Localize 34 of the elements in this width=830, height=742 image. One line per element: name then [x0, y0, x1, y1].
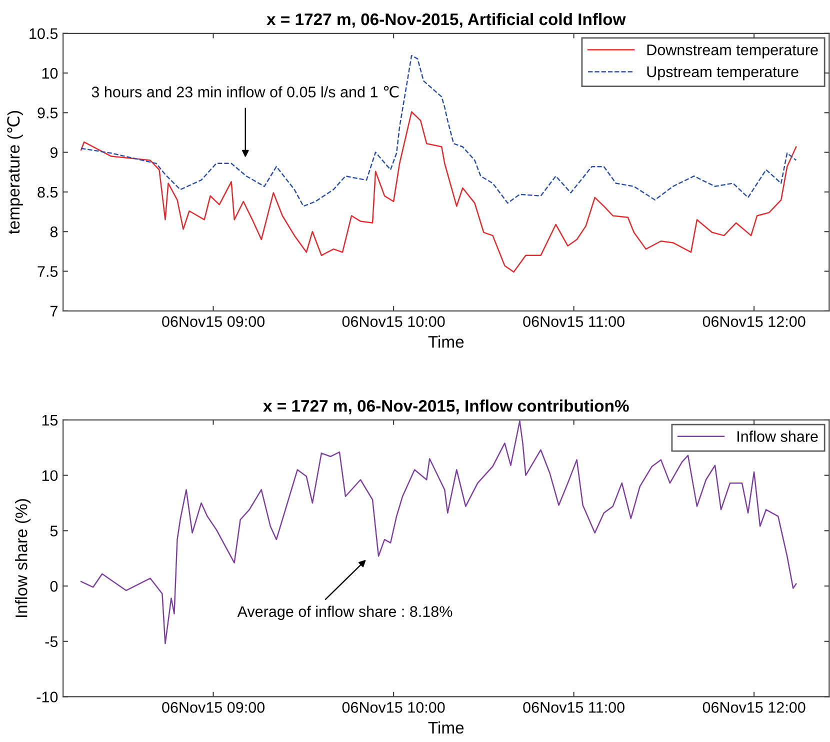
y-tick-label: -5 [45, 636, 58, 648]
x-tick-label: 06Nov15 09:00 [162, 316, 265, 327]
x-tick-label: 06Nov15 12:00 [702, 702, 806, 713]
legend-label: Downstream temperature [647, 44, 818, 58]
x-axis-title: Time [428, 721, 464, 734]
y-tick-label: 5 [50, 526, 58, 536]
y-tick-label: 10 [42, 68, 58, 79]
y-tick-label: 9 [50, 147, 58, 158]
legend-label: Inflow share [738, 430, 818, 442]
y-tick-label: 0 [50, 580, 58, 592]
y-tick-label: 7.5 [38, 266, 58, 277]
y-axis-title: Inflow share (%) [15, 499, 31, 618]
x-tick-label: 06Nov15 10:00 [342, 702, 445, 713]
y-tick-label: 15 [42, 414, 58, 426]
y-tick-label: 8.5 [38, 186, 58, 198]
annotation: 3 hours and 23 min inflow of 0.05 l/s and 1 ℃ [92, 86, 399, 98]
x-tick-label: 06Nov15 09:00 [162, 702, 265, 713]
x-axis-title: Time [428, 336, 464, 348]
y-axis-title: temperature (℃) [7, 111, 23, 234]
y-tick-label: 8 [50, 226, 58, 238]
x-tick-label: 06Nov15 12:00 [702, 316, 806, 327]
y-tick-label: 10 [42, 470, 58, 482]
x-tick-label: 06Nov15 10:00 [342, 316, 445, 327]
line-series [80, 111, 797, 273]
chart-title: x = 1727 m, 06-Nov-2015, Artificial cold Inflow [266, 12, 626, 28]
y-tick-label: 7 [50, 306, 58, 316]
legend-label: Upstream temperature [647, 66, 798, 80]
x-tick-label: 06Nov15 11:00 [523, 702, 624, 713]
chart-title: x = 1727 m, 06-Nov-2015, Inflow contribution% [263, 400, 629, 414]
y-tick-label: 9.5 [38, 108, 58, 118]
annotation: Average of inflow share : 8.18% [237, 606, 452, 620]
x-tick-label: 06Nov15 11:00 [523, 316, 624, 327]
y-tick-label: -10 [36, 692, 58, 702]
y-tick-label: 10.5 [30, 28, 58, 40]
